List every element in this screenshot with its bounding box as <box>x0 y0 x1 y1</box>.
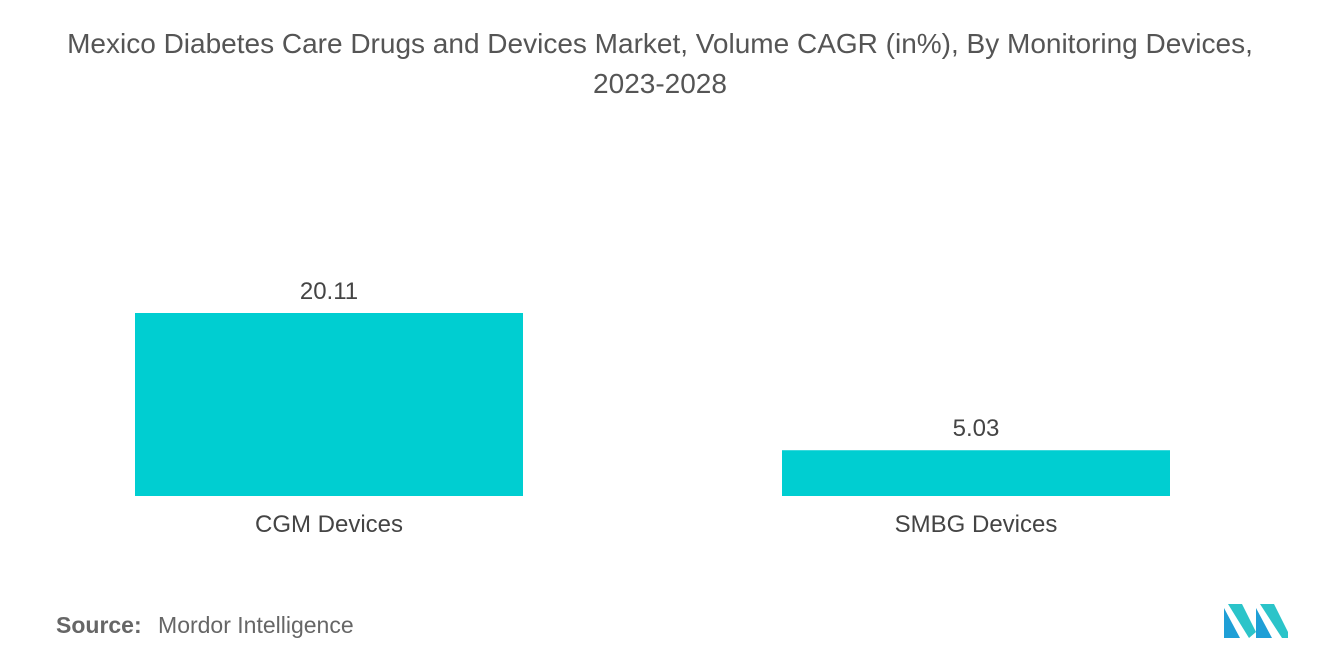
bar-chart: 20.11 CGM Devices 5.03 SMBG Devices <box>135 278 1170 538</box>
category-label: CGM Devices <box>255 511 403 538</box>
chart-title: Mexico Diabetes Care Drugs and Devices M… <box>67 28 1253 99</box>
category-label: SMBG Devices <box>895 511 1058 538</box>
source-note: Source: Mordor Intelligence <box>56 612 354 639</box>
data-label: 20.11 <box>300 278 358 305</box>
bar-cgm-devices <box>135 313 523 496</box>
bar-smbg-devices <box>782 450 1170 496</box>
source-label: Source: <box>56 612 142 638</box>
mordor-intelligence-logo-icon <box>1224 604 1288 638</box>
source-text: Mordor Intelligence <box>158 612 354 638</box>
data-label: 5.03 <box>953 415 1000 442</box>
